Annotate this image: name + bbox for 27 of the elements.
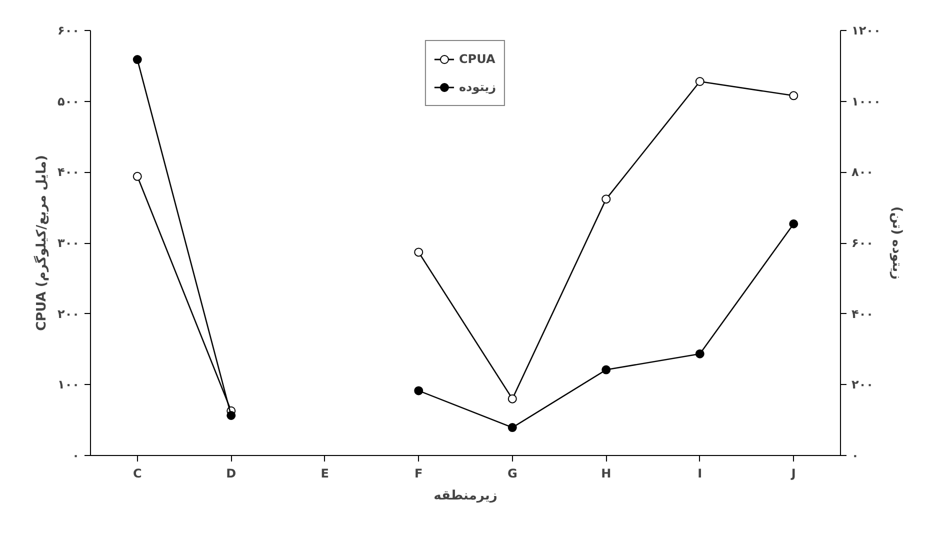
y-tick-label: ۰ [72, 448, 80, 462]
x-axis-title: زیرمنطقه [434, 488, 498, 504]
y2-tick-label: ۶۰۰ [852, 236, 874, 250]
x-tick-label: G [507, 466, 518, 480]
x-tick-label: D [226, 466, 236, 480]
y2-tick-label: ۰ [852, 448, 859, 462]
x-tick-label: E [320, 466, 329, 480]
y-tick-label: ۴۰۰ [58, 165, 80, 180]
y-tick-label: ۲۰۰ [58, 306, 80, 321]
y-axis-title: CPUA (مایل مربع/کیلوگرم) [34, 155, 50, 331]
y-tick-label: ۵۰۰ [58, 94, 80, 108]
x-tick-label: J [790, 466, 796, 480]
x-tick-label: C [132, 466, 142, 480]
legend-label: زیتوده [458, 80, 496, 94]
y-tick-label: ۳۰۰ [58, 236, 80, 250]
x-tick-label: H [601, 466, 612, 480]
y2-axis-title: زیتوده (تن) [888, 206, 904, 280]
y2-tick-label: ۱۰۰۰ [852, 94, 881, 108]
y-tick-label: ۶۰۰ [58, 24, 80, 38]
x-tick-label: I [698, 466, 702, 480]
legend-label: CPUA [458, 52, 496, 66]
y2-tick-label: ۱۲۰۰ [852, 24, 881, 38]
x-tick-label: F [414, 466, 423, 480]
y2-tick-label: ۸۰۰ [852, 165, 874, 180]
y-tick-label: ۱۰۰ [58, 378, 80, 392]
y2-tick-label: ۴۰۰ [852, 306, 874, 321]
y2-tick-label: ۲۰۰ [852, 378, 874, 392]
